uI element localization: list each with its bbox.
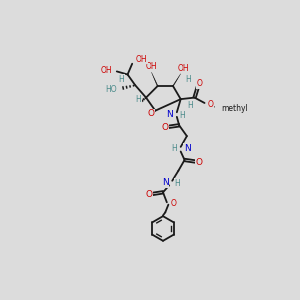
Text: N: N (166, 110, 173, 119)
Text: O: O (161, 123, 168, 132)
Text: H: H (171, 144, 177, 153)
Text: O: O (147, 109, 154, 118)
Text: O: O (196, 79, 202, 88)
Text: OH: OH (178, 64, 190, 73)
Text: H: H (175, 178, 180, 188)
Text: N: N (184, 144, 190, 153)
Text: OH: OH (135, 55, 147, 64)
Text: H: H (136, 95, 141, 104)
Text: H: H (187, 101, 193, 110)
Polygon shape (173, 74, 181, 86)
Text: O: O (146, 190, 153, 199)
Text: O: O (171, 199, 177, 208)
Text: H: H (185, 75, 191, 84)
Text: O: O (208, 100, 214, 109)
Text: methyl: methyl (221, 104, 248, 113)
Polygon shape (152, 72, 158, 86)
Text: H: H (119, 75, 124, 84)
Text: HO: HO (105, 85, 117, 94)
Text: N: N (162, 178, 168, 187)
Text: O: O (196, 158, 203, 167)
Text: OH: OH (100, 66, 112, 75)
Text: OH: OH (146, 61, 157, 70)
Text: H: H (179, 111, 185, 120)
